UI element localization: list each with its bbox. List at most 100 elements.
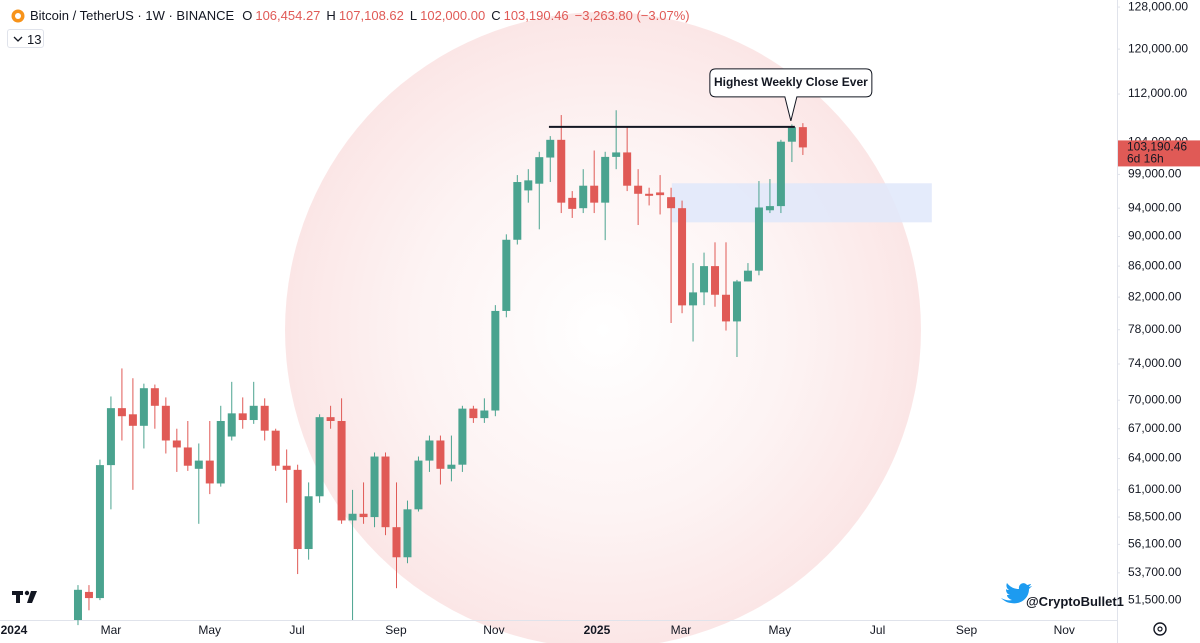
ohlc-key: L — [409, 8, 418, 23]
bitcoin-watermark — [285, 12, 921, 643]
settings-gear[interactable] — [1153, 622, 1167, 636]
candle-body — [546, 139, 555, 158]
candle-body — [524, 180, 533, 191]
candle-body — [414, 460, 423, 510]
candle-body — [634, 185, 643, 194]
candle-body — [776, 141, 785, 207]
candle-body — [326, 417, 335, 421]
symbol-label: Bitcoin / TetherUS · 1W · BINANCE — [30, 8, 235, 23]
symbol-header: Bitcoin / TetherUS · 1W · BINANCE O 106,45… — [30, 8, 696, 23]
y-tick-label: 90,000.00 — [1128, 229, 1182, 243]
x-tick-label: Sep — [385, 623, 407, 637]
x-tick-label: Mar — [671, 623, 692, 637]
candle-body — [216, 420, 225, 484]
candle-body — [480, 410, 489, 419]
price-tag-label: 103,190.46 — [1127, 140, 1187, 154]
y-tick-label: 120,000.00 — [1128, 41, 1188, 55]
x-tick-label: Jul — [289, 623, 304, 637]
candle-body — [392, 527, 401, 558]
y-tick-label: 99,000.00 — [1128, 167, 1182, 181]
candle-body — [557, 139, 566, 203]
candle-body — [304, 496, 313, 550]
candle-body — [183, 447, 192, 466]
candle-body — [370, 456, 379, 518]
candle-body — [139, 388, 148, 426]
ohlc-value: 102,000.00 — [420, 8, 486, 23]
candle-body — [425, 440, 434, 461]
callout-box — [709, 68, 873, 121]
candle-body — [656, 192, 665, 196]
x-tick-label: Nov — [1054, 623, 1075, 637]
candle-body — [535, 157, 544, 184]
y-tick-label: 86,000.00 — [1128, 258, 1182, 272]
countdown-label: 6d 16h — [1127, 152, 1164, 166]
price-tag — [1118, 140, 1200, 167]
y-tick-label: 67,000.00 — [1128, 421, 1182, 435]
candle-body — [700, 266, 709, 293]
candle-body — [623, 152, 632, 186]
candle-body — [787, 127, 796, 142]
candle-body — [743, 270, 752, 282]
candle-body — [249, 405, 258, 421]
candle-body — [227, 413, 236, 437]
candle-body — [315, 417, 324, 497]
y-tick-label: 61,000.00 — [1128, 482, 1182, 496]
candle-body — [271, 430, 280, 466]
candle-body — [337, 420, 346, 521]
y-tick-label: 94,000.00 — [1128, 200, 1182, 214]
candle-body — [678, 208, 687, 306]
candle-body — [194, 460, 203, 469]
candle-body — [172, 440, 181, 448]
candle-body — [95, 465, 104, 599]
x-tick-label: Mar — [101, 623, 122, 637]
candle-body — [117, 408, 126, 417]
candle-body — [106, 408, 115, 466]
twitter-icon — [1001, 583, 1032, 604]
candle-body — [150, 388, 159, 406]
candle-body — [447, 464, 456, 469]
candle-body — [513, 182, 522, 240]
candle-body — [293, 469, 302, 550]
candle-body — [689, 292, 698, 306]
candle-body — [282, 465, 291, 470]
y-tick-label: 70,000.00 — [1128, 392, 1182, 406]
candle-body — [128, 414, 137, 426]
candle-body — [612, 152, 621, 157]
x-tick-label: May — [198, 623, 221, 637]
indicators-count: 13 — [27, 32, 42, 47]
ohlc-key: C — [491, 8, 501, 23]
candle-body — [645, 193, 654, 196]
candle-body — [260, 405, 269, 431]
y-tick-label: 53,700.00 — [1128, 565, 1182, 579]
candle-body — [205, 460, 214, 484]
ohlc-value: 106,454.27 — [255, 8, 321, 23]
y-tick-label: 58,500.00 — [1128, 509, 1182, 523]
y-tick-label: 56,100.00 — [1128, 537, 1182, 551]
candle-body — [381, 456, 390, 528]
candle-body — [601, 156, 610, 203]
y-tick-label: 128,000.00 — [1128, 0, 1188, 13]
x-tick-label: Nov — [483, 623, 504, 637]
candle-body — [754, 207, 763, 271]
candle-body — [238, 413, 247, 421]
chevron-icon — [13, 36, 23, 42]
x-tick-label: 2024 — [1, 623, 28, 637]
change-label: −3,263.80 (−3.07%) — [574, 8, 690, 23]
bitcoin-logo — [11, 9, 25, 23]
indicators-toggle[interactable]: 13 — [7, 29, 44, 48]
ohlc-key: O — [242, 8, 253, 23]
candle-body — [765, 206, 774, 211]
y-tick-label: 64,000.00 — [1128, 451, 1182, 465]
callout-text: Highest Weekly Close Ever — [714, 75, 868, 89]
ohlc-value: 107,108.62 — [338, 8, 404, 23]
candle-body — [469, 408, 478, 419]
candle-body — [579, 185, 588, 209]
candle-body — [73, 589, 82, 620]
demand-zone — [671, 183, 932, 223]
candle-body — [502, 239, 511, 311]
candle-body — [84, 591, 93, 599]
candle-body — [590, 185, 599, 203]
x-tick-label: Sep — [956, 623, 978, 637]
